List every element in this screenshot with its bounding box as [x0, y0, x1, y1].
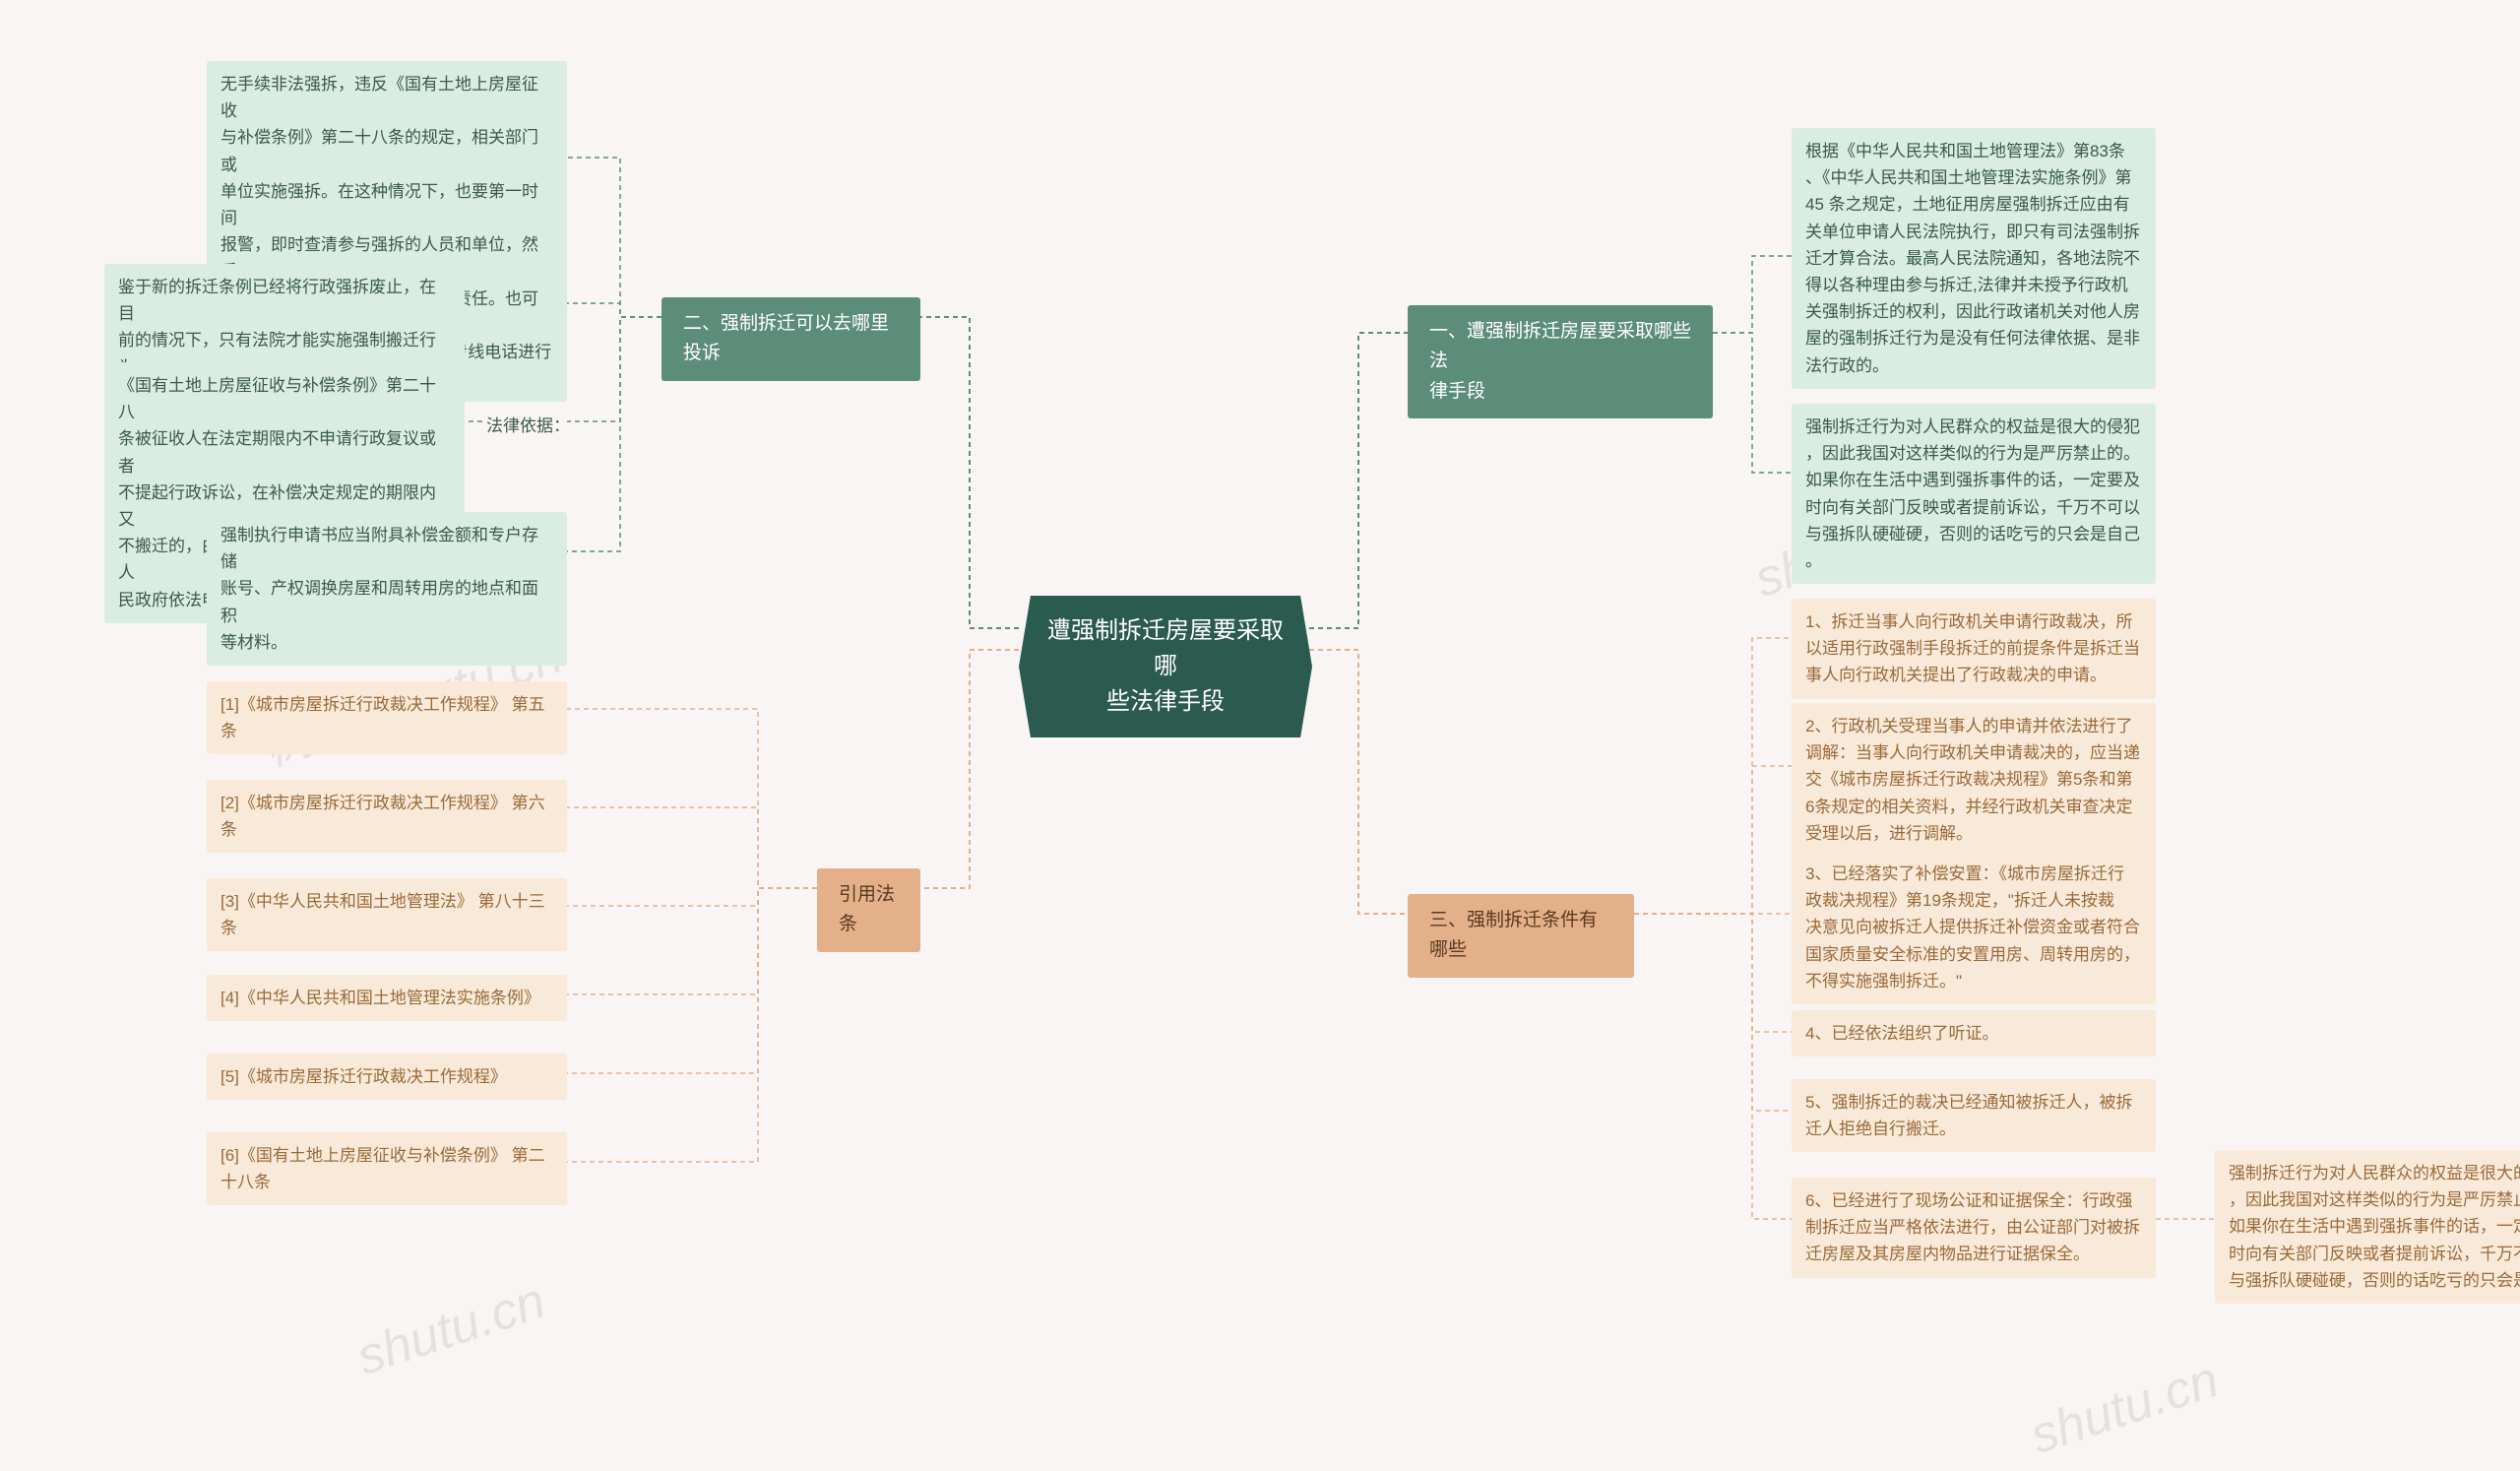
leaf-3e: 5、强制拆迁的裁决已经通知被拆迁人，被拆迁人拒绝自行搬迁。: [1792, 1079, 2156, 1152]
leaf-4c: [3]《中华人民共和国土地管理法》 第八十三条: [207, 878, 567, 951]
leaf-3f: 6、已经进行了现场公证和证据保全：行政强制拆迁应当严格依法进行，由公证部门对被拆…: [1792, 1178, 2156, 1278]
watermark: shutu.cn: [350, 1271, 552, 1387]
leaf-3c: 3、已经落实了补偿安置：《城市房屋拆迁行政裁决规程》第19条规定，"拆迁人未按裁…: [1792, 851, 2156, 1004]
leaf-1a: 根据《中华人民共和国土地管理法》第83条、《中华人民共和国土地管理法实施条例》第…: [1792, 128, 2156, 389]
leaf-3d: 4、已经依法组织了听证。: [1792, 1010, 2156, 1056]
leaf-4f: [6]《国有土地上房屋征收与补偿条例》 第二十八条: [207, 1132, 567, 1205]
leaf-4b: [2]《城市房屋拆迁行政裁决工作规程》 第六条: [207, 780, 567, 853]
branch-1[interactable]: 一、遭强制拆迁房屋要采取哪些法律手段: [1408, 305, 1713, 418]
leaf-3b: 2、行政机关受理当事人的申请并依法进行了调解：当事人向行政机关申请裁决的，应当递…: [1792, 703, 2156, 857]
branch-2[interactable]: 二、强制拆迁可以去哪里投诉: [662, 297, 920, 381]
leaf-1b: 强制拆迁行为对人民群众的权益是很大的侵犯，因此我国对这样类似的行为是严厉禁止的。…: [1792, 404, 2156, 584]
leaf-4e: [5]《城市房屋拆迁行政裁决工作规程》: [207, 1054, 567, 1100]
sublabel-legal: 法律依据：: [486, 412, 570, 436]
branch-4[interactable]: 引用法条: [817, 868, 920, 952]
branch-3[interactable]: 三、强制拆迁条件有哪些: [1408, 894, 1634, 978]
leaf-3a: 1、拆迁当事人向行政机关申请行政裁决，所以适用行政强制手段拆迁的前提条件是拆迁当…: [1792, 599, 2156, 699]
center-node[interactable]: 遭强制拆迁房屋要采取哪些法律手段: [1019, 596, 1312, 737]
watermark: shutu.cn: [2024, 1350, 2226, 1466]
leaf-4a: [1]《城市房屋拆迁行政裁决工作规程》 第五条: [207, 681, 567, 754]
leaf-2d: 强制执行申请书应当附具补偿金额和专户存储账号、产权调换房屋和周转用房的地点和面积…: [207, 512, 567, 666]
leaf-3g: 强制拆迁行为对人民群众的权益是很大的侵犯，因此我国对这样类似的行为是严厉禁止的。…: [2215, 1150, 2520, 1304]
leaf-4d: [4]《中华人民共和国土地管理法实施条例》: [207, 975, 567, 1021]
